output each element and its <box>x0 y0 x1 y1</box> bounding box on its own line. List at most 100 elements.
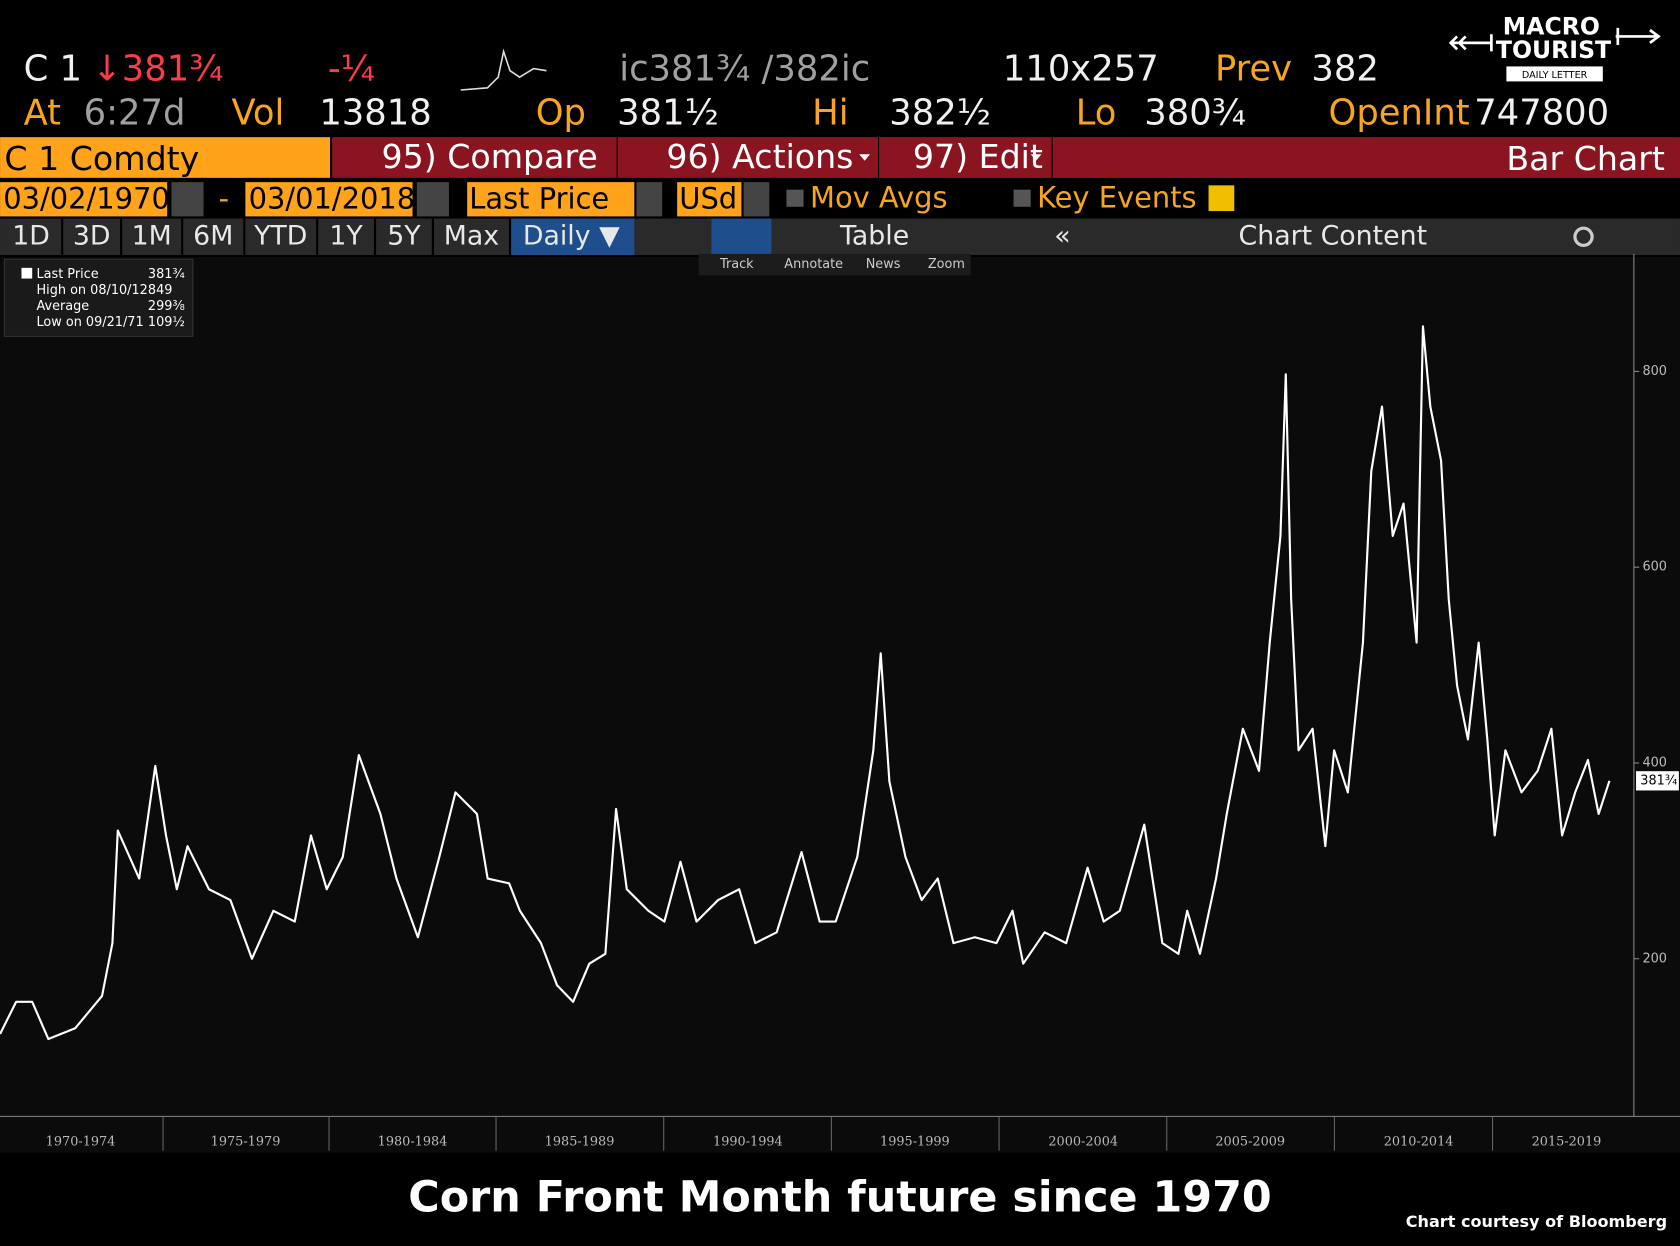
y-tick-label: 200 <box>1642 951 1667 966</box>
plot-background <box>0 257 1680 1153</box>
tool-bar <box>698 253 971 276</box>
y-tick-label: 400 <box>1642 755 1667 770</box>
op-label: Op <box>536 93 586 134</box>
period-tab[interactable]: 1D <box>12 220 50 251</box>
key-events[interactable]: Key Events <box>1037 180 1196 214</box>
x-tick-label: 1995-1999 <box>880 1135 950 1150</box>
dropdown-arrow <box>1030 154 1042 161</box>
period-tab[interactable]: 1M <box>132 220 172 251</box>
logo-text: MACRO <box>1503 12 1600 40</box>
time: 6:27d <box>84 93 186 134</box>
legend-value: 109½ <box>148 315 185 330</box>
x-tick-label: 1990-1994 <box>713 1135 783 1150</box>
end-date[interactable]: 03/01/2018 <box>249 181 416 215</box>
price-line <box>0 325 1611 1041</box>
info-icon[interactable] <box>1208 185 1235 212</box>
table-tab[interactable]: Table <box>839 220 909 251</box>
at-label: At <box>24 93 62 134</box>
frequency-tab[interactable] <box>510 218 635 255</box>
calendar-icon[interactable] <box>171 182 204 217</box>
date-input[interactable] <box>245 182 413 217</box>
dropdown[interactable] <box>743 182 770 217</box>
legend-box <box>3 258 194 337</box>
collapse-icon[interactable]: « <box>1054 220 1070 251</box>
start-date[interactable]: 03/02/1970 <box>3 181 170 215</box>
y-tick-label: 800 <box>1642 364 1667 379</box>
field[interactable]: Last Price <box>469 181 609 215</box>
menu-bar <box>332 137 1680 178</box>
vol: 13818 <box>319 93 431 134</box>
chart-content[interactable]: Chart Content <box>1239 220 1428 251</box>
period-tab[interactable]: 3D <box>73 220 111 251</box>
x-tick-label: 1970-1974 <box>46 1135 116 1150</box>
period-tab[interactable]: 1Y <box>329 220 363 251</box>
dropdown[interactable] <box>636 182 663 217</box>
x-tick-label: 2015-2019 <box>1532 1135 1602 1150</box>
x-tick-label: 1975-1979 <box>211 1135 281 1150</box>
currency[interactable]: USd <box>679 181 737 215</box>
calendar-icon[interactable] <box>416 182 449 217</box>
legend-label: High on 08/10/12 <box>36 283 147 298</box>
legend-swatch <box>21 267 33 279</box>
ticker: C 1 <box>24 49 82 90</box>
last-price: ↓381¾ <box>92 49 223 90</box>
tool[interactable]: Track <box>719 257 754 272</box>
vol-label: Vol <box>231 93 284 134</box>
y-tick-label: 600 <box>1642 560 1667 575</box>
lo: 380¾ <box>1144 93 1246 134</box>
settings-icon[interactable] <box>1573 226 1594 247</box>
x-tick-label: 2005-2009 <box>1215 1135 1285 1150</box>
legend-value: 849 <box>148 283 173 298</box>
prev: 382 <box>1311 49 1378 90</box>
logo-arrows <box>1448 27 1661 52</box>
edit-button[interactable]: 97) Edit <box>913 137 1043 176</box>
date-input[interactable] <box>0 182 168 217</box>
currency-select[interactable] <box>677 182 742 217</box>
op: 381½ <box>617 93 719 134</box>
checkbox[interactable] <box>786 189 804 207</box>
field-select[interactable] <box>467 182 635 217</box>
period-tab[interactable]: Max <box>444 220 499 251</box>
legend-label: Last Price <box>36 267 98 282</box>
last-price-tag <box>1636 771 1679 791</box>
logo-ribbon <box>1506 66 1603 82</box>
sparkline-icon <box>460 48 547 91</box>
hi-label: Hi <box>812 93 848 134</box>
x-tick-label: 1980-1984 <box>378 1135 448 1150</box>
tab-bar <box>0 218 1680 255</box>
tool[interactable]: News <box>866 257 901 272</box>
bid-ask: ic381¾ /382ic <box>619 49 870 90</box>
lo-label: Lo <box>1076 93 1117 134</box>
period-tab[interactable]: YTD <box>253 220 307 251</box>
bid-ask-size: 110x257 <box>1003 49 1159 90</box>
security[interactable]: C 1 Comdty <box>4 139 199 178</box>
dash: - <box>219 181 229 215</box>
source: Chart courtesy of Bloomberg <box>1406 1212 1667 1231</box>
compare-button[interactable]: 95) Compare <box>381 137 597 176</box>
bar-icon-tab[interactable] <box>711 218 772 255</box>
period-tab[interactable]: 6M <box>193 220 233 251</box>
view-title: Bar Chart <box>1506 139 1665 178</box>
hi: 382½ <box>889 93 991 134</box>
mov-avgs[interactable]: Mov Avgs <box>810 180 948 214</box>
legend-value: 381¾ <box>148 267 186 282</box>
oi-label: OpenInt <box>1329 93 1470 134</box>
last-price-tag-label: 381¾ <box>1640 773 1678 788</box>
logo-text: TOURIST <box>1496 36 1611 64</box>
checkbox[interactable] <box>1013 189 1031 207</box>
legend-label: Average <box>36 299 89 314</box>
period-tab[interactable]: 5Y <box>387 220 421 251</box>
tool[interactable]: Zoom <box>928 257 965 272</box>
dropdown-arrow <box>859 154 870 161</box>
actions-button[interactable]: 96) Actions <box>666 137 853 176</box>
oi: 747800 <box>1474 93 1609 134</box>
frequency[interactable]: Daily ▼ <box>523 220 620 251</box>
x-tick-label: 2000-2004 <box>1048 1135 1118 1150</box>
prev-label: Prev <box>1215 49 1292 90</box>
x-tick-label: 1985-1989 <box>545 1135 615 1150</box>
tool[interactable]: Annotate <box>784 257 843 272</box>
logo-text: DAILY LETTER <box>1522 70 1588 81</box>
legend-label: Low on 09/21/71 <box>36 315 143 330</box>
security-box[interactable] <box>0 137 331 178</box>
